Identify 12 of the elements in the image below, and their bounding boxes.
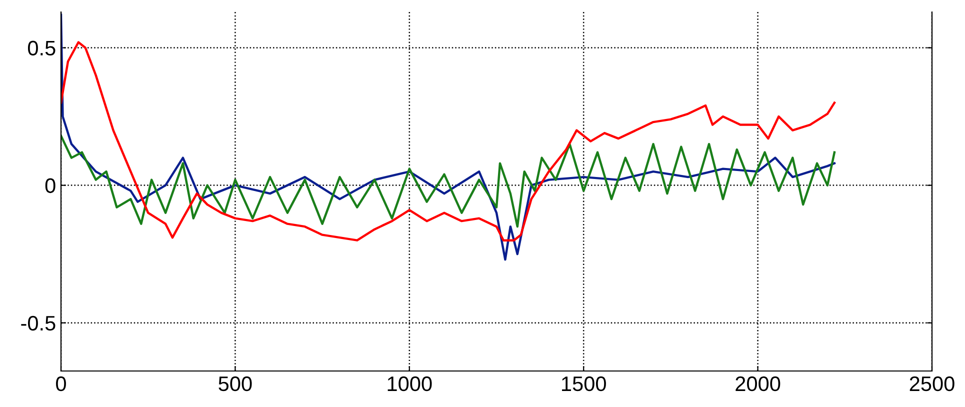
line-series — [61, 134, 836, 228]
y-tick-label: 0.5 — [28, 40, 56, 56]
x-tick-label: 500 — [218, 376, 252, 392]
line-series — [61, 41, 836, 242]
x-tick-label: 0 — [56, 376, 66, 392]
y-tick-label: 0 — [45, 178, 56, 194]
x-tick-label: 1500 — [562, 376, 606, 392]
y-tick-label: -0.5 — [21, 316, 56, 331]
x-tick-label: 2500 — [910, 376, 954, 392]
line-series — [61, 14, 836, 261]
x-tick-label: 1000 — [388, 376, 432, 392]
x-tick-label: 2000 — [736, 376, 780, 392]
